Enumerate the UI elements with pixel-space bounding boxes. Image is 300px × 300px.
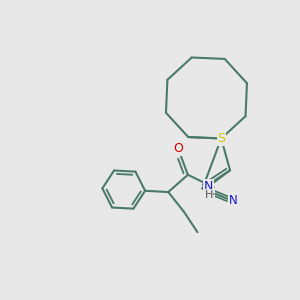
Text: S: S: [217, 132, 225, 145]
Text: O: O: [173, 142, 183, 155]
Text: N: N: [204, 180, 213, 193]
Text: H: H: [204, 190, 213, 200]
Text: C: C: [206, 185, 214, 198]
Text: N: N: [228, 194, 237, 207]
